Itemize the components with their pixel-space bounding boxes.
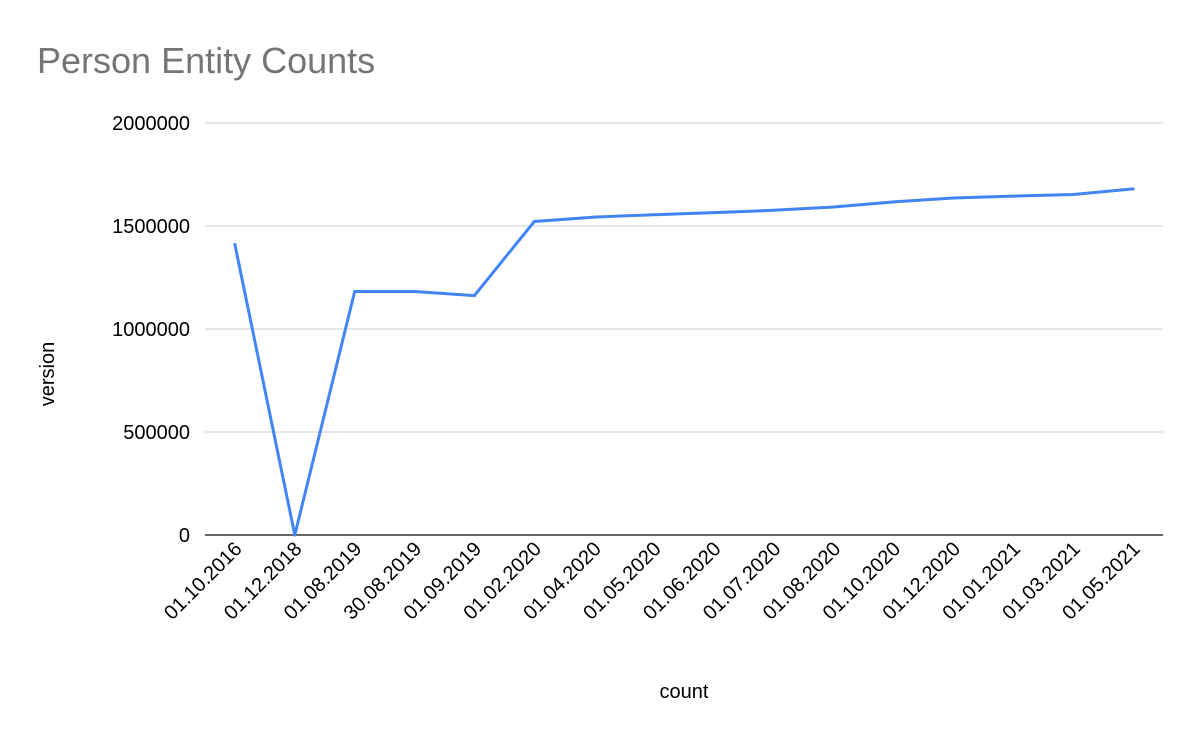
y-tick-label: 0 [179, 525, 190, 547]
data-point [472, 294, 476, 298]
data-point [652, 213, 656, 217]
x-axis-label: count [660, 681, 709, 703]
data-point [1011, 194, 1015, 198]
data-point [592, 215, 596, 219]
y-tick-label: 1000000 [112, 319, 190, 341]
data-point [772, 208, 776, 212]
data-point [532, 220, 536, 223]
data-point [1131, 187, 1135, 191]
data-point [233, 243, 237, 246]
y-axis-label: version [37, 342, 59, 406]
y-tick-label: 1500000 [112, 216, 190, 238]
data-point [1071, 193, 1075, 196]
series-line [233, 187, 1135, 537]
data-point [413, 290, 417, 293]
data-point [353, 290, 357, 293]
x-tick-labels: 01.10.201601.12.201801.08.201930.08.2019… [160, 538, 1144, 624]
data-point [712, 211, 716, 215]
data-point [951, 196, 955, 200]
data-point [892, 200, 896, 204]
gridlines [205, 122, 1163, 536]
data-point [293, 533, 297, 537]
y-tick-label: 500000 [123, 422, 190, 444]
y-tick-label: 2000000 [112, 113, 190, 135]
series-layer [233, 187, 1135, 537]
chart-title: Person Entity Counts [37, 40, 376, 81]
y-tick-labels: 0 500000 1000000 1500000 2000000 [112, 113, 190, 547]
data-point [832, 205, 836, 209]
